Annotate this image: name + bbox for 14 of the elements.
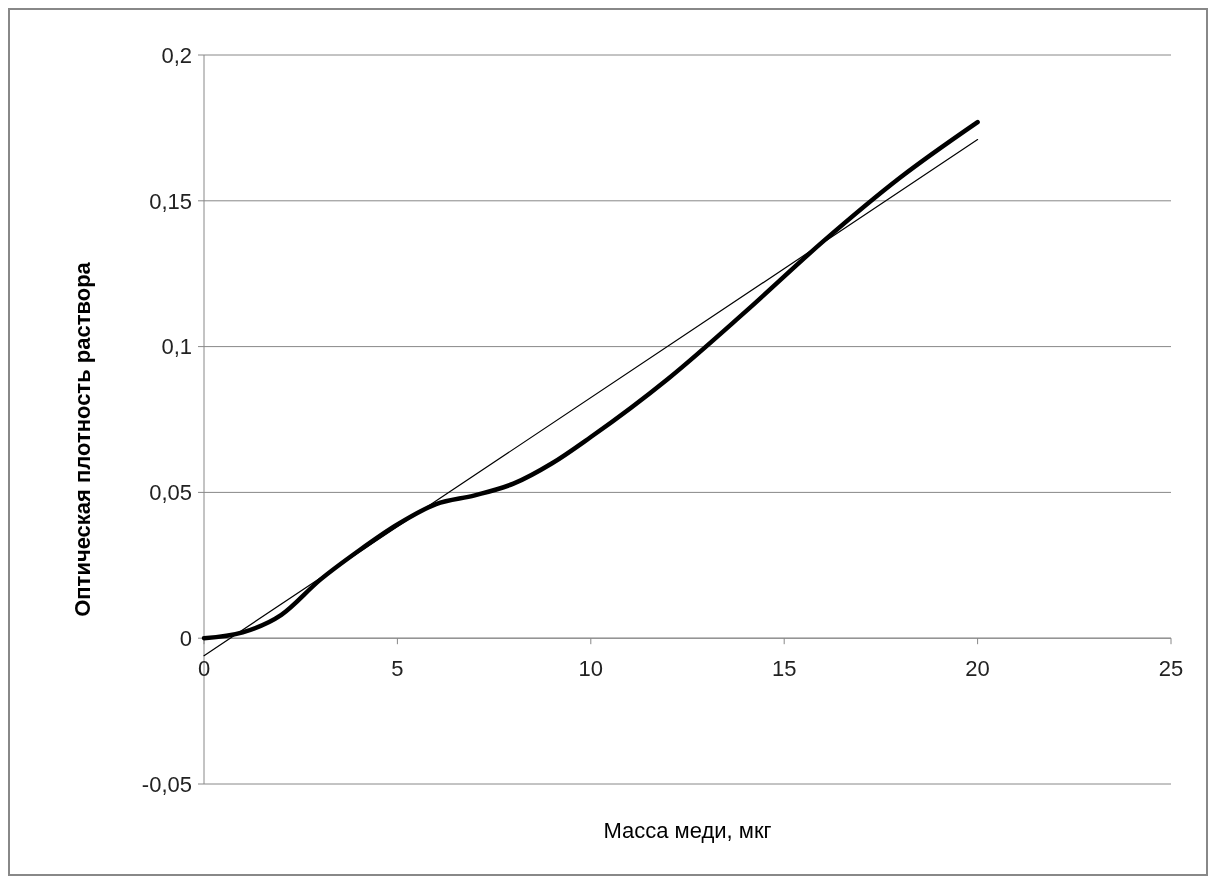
x-tick-label: 10	[578, 656, 604, 682]
y-tick-label: 0	[179, 625, 192, 651]
y-tick-label: 0,05	[149, 480, 192, 506]
x-tick-label: 15	[771, 656, 797, 682]
x-tick-label: 5	[391, 656, 404, 682]
x-tick-label: 0	[197, 656, 211, 682]
y-tick-label: 0,1	[161, 334, 192, 360]
y-tick-label: -0,05	[141, 771, 192, 797]
x-tick-label: 20	[965, 656, 990, 682]
x-axis-title: Масса меди, мкг	[603, 818, 772, 843]
y-tick-label: 0,15	[149, 188, 192, 214]
y-axis-title: Оптическая плотность раствора	[70, 261, 95, 617]
x-tick-label: 25	[1158, 656, 1184, 682]
y-tick-label: 0,2	[161, 42, 192, 68]
